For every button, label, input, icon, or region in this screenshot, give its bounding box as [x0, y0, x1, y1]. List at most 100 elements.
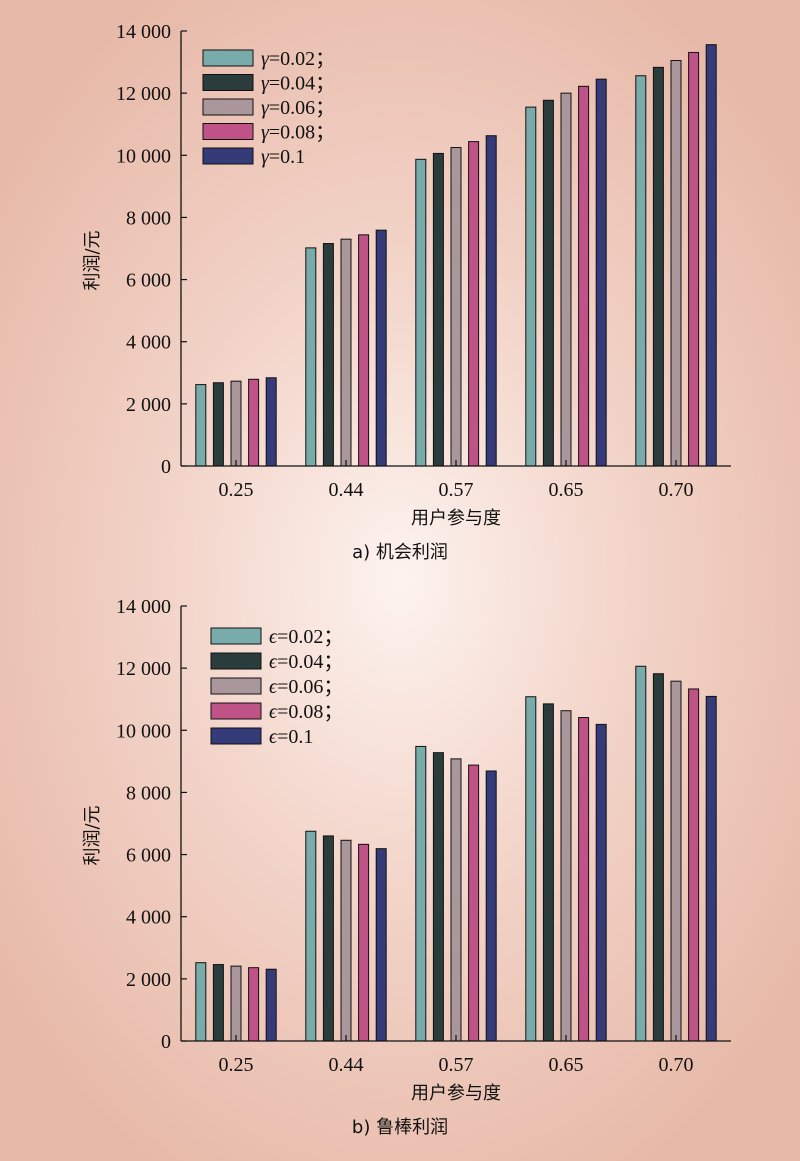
y-tick-label: 2 000 — [126, 969, 171, 991]
x-tick-label: 0.25 — [219, 1054, 254, 1076]
legend-swatch — [210, 727, 262, 745]
bar: 7440 — [358, 234, 370, 467]
y-tick-label: 14 000 — [116, 21, 171, 43]
bar: 2790 — [248, 378, 260, 467]
y-axis-title: 利润/元 — [82, 805, 103, 865]
legend-label: γ=0.06； — [261, 97, 335, 119]
bar: 10250 — [450, 147, 462, 467]
bar: 6600 — [322, 835, 334, 1042]
bar: 11550 — [525, 106, 537, 467]
bar: 8880 — [468, 764, 480, 1042]
bar: 9080 — [450, 758, 462, 1042]
bar: 2840 — [265, 377, 277, 467]
bar: 11330 — [688, 688, 700, 1042]
x-tick-label: 0.57 — [439, 479, 474, 501]
y-tick-label: 12 000 — [116, 83, 171, 105]
legend-swatch — [202, 98, 254, 116]
x-tick-label: 0.70 — [659, 1054, 694, 1076]
y-tick-label: 2 000 — [126, 394, 171, 416]
legend-swatch — [210, 702, 262, 720]
bar: 2310 — [265, 968, 277, 1042]
legend-label: γ=0.04； — [261, 73, 335, 95]
bar: 7160 — [322, 243, 334, 467]
bar: 11580 — [670, 680, 682, 1042]
x-tick-label: 0.65 — [549, 1054, 584, 1076]
legend-label: ϵ=0.04； — [269, 651, 343, 673]
bar: 13310 — [688, 51, 700, 467]
x-axis-title: 用户参与度 — [411, 1083, 501, 1104]
bar: 12220 — [578, 85, 590, 467]
bar: 2520 — [195, 962, 207, 1042]
bar: 7300 — [340, 238, 352, 467]
legend-label: γ=0.08； — [261, 122, 335, 144]
bar: 13560 — [705, 44, 717, 467]
bar: 2360 — [248, 967, 260, 1042]
bar: 10190 — [595, 723, 607, 1042]
legend-label: ϵ=0.08； — [269, 701, 343, 723]
bar: 11080 — [525, 696, 537, 1042]
bar: 10410 — [578, 717, 590, 1042]
bar: 10440 — [468, 141, 480, 467]
bar: 9870 — [415, 158, 427, 467]
y-tick-label: 6 000 — [126, 845, 171, 867]
legend-swatch — [202, 123, 254, 140]
bar: 9280 — [432, 752, 444, 1042]
bar: 12830 — [652, 66, 664, 467]
bar: 12560 — [635, 75, 647, 467]
legend-label: ϵ=0.06； — [269, 676, 343, 698]
y-axis-title: 利润/元 — [82, 230, 103, 290]
bar: 6750 — [305, 830, 317, 1042]
bar: 13050 — [670, 60, 682, 467]
y-tick-label: 0 — [161, 456, 171, 478]
bar: 9480 — [415, 745, 427, 1042]
legend: ϵ=0.02； ϵ=0.04； ϵ=0.06； ϵ=0.08； ϵ=0.1 — [210, 626, 343, 748]
legend-label: ϵ=0.02； — [269, 626, 343, 648]
bar: 10850 — [542, 703, 554, 1042]
y-tick-label: 10 000 — [116, 720, 171, 742]
bar: 8690 — [485, 770, 497, 1042]
bar: 7590 — [375, 229, 387, 467]
y-tick-label: 0 — [161, 1031, 171, 1053]
bar: 11090 — [705, 695, 717, 1042]
bar: 2730 — [230, 380, 242, 467]
bar: 2680 — [212, 382, 224, 467]
bar: 7020 — [305, 247, 317, 467]
y-tick-label: 4 000 — [126, 332, 171, 354]
chart-panel-b: 2520 6750 9480 11080 12060 2460 6600 9280 10850 1… — [82, 596, 731, 1138]
bar: 11770 — [542, 99, 554, 467]
x-axis-title: 用户参与度 — [411, 508, 501, 529]
bar: 2410 — [230, 965, 242, 1042]
x-tick-label: 0.44 — [329, 1054, 364, 1076]
y-tick-label: 6 000 — [126, 270, 171, 292]
x-tick-label: 0.25 — [219, 479, 254, 501]
bar: 10060 — [432, 152, 444, 467]
bar: 11820 — [652, 673, 664, 1042]
x-tick-label: 0.44 — [329, 479, 364, 501]
legend-swatch — [210, 677, 262, 695]
y-tick-label: 12 000 — [116, 658, 171, 680]
y-tick-label: 4 000 — [126, 907, 171, 929]
y-tick-label: 8 000 — [126, 782, 171, 804]
x-tick-label: 0.70 — [659, 479, 694, 501]
bar: 12060 — [635, 665, 647, 1042]
legend-swatch — [202, 74, 254, 91]
y-tick-label: 10 000 — [116, 145, 171, 167]
bar: 10630 — [560, 710, 572, 1042]
figure-caption: a) 机会利润 — [352, 542, 448, 563]
legend-swatch — [202, 49, 254, 67]
legend-swatch — [202, 147, 254, 165]
bar: 6460 — [340, 839, 352, 1042]
bar: 12450 — [595, 78, 607, 467]
y-tick-label: 8 000 — [126, 207, 171, 229]
bar: 2460 — [212, 964, 224, 1042]
legend: γ=0.02； γ=0.04；γ=0.06； γ=0.08；γ=0.1 — [202, 48, 335, 168]
bar: 6330 — [358, 843, 370, 1042]
bar: 6190 — [375, 848, 387, 1042]
x-tick-label: 0.57 — [439, 1054, 474, 1076]
bar: 10630 — [485, 135, 497, 467]
x-tick-label: 0.65 — [549, 479, 584, 501]
figure-caption: b) 鲁棒利润 — [352, 1117, 448, 1138]
legend-swatch — [210, 627, 262, 645]
